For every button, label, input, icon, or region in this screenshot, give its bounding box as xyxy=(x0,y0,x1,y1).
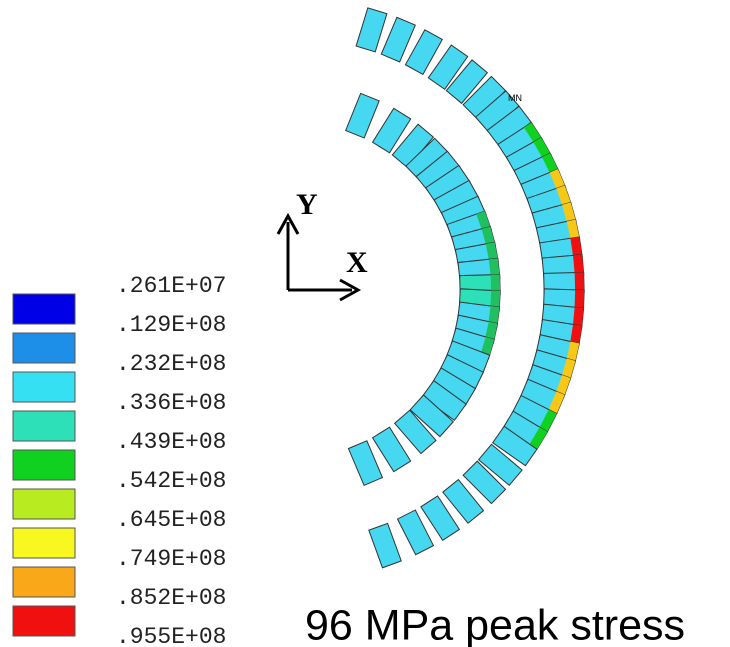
legend-label: .336E+08 xyxy=(116,390,226,416)
legend-swatch xyxy=(13,450,75,480)
legend-swatch xyxy=(13,528,75,558)
block-body xyxy=(356,8,387,52)
legend-label: .542E+08 xyxy=(116,468,226,494)
legend-label: .749E+08 xyxy=(116,546,226,572)
x-axis-label: X xyxy=(346,246,368,279)
legend-label: .232E+08 xyxy=(116,351,226,377)
block-body xyxy=(348,441,382,486)
coil-block xyxy=(356,8,387,52)
legend-swatch xyxy=(13,372,75,402)
y-axis-label: Y xyxy=(296,188,318,221)
coil-block xyxy=(348,441,382,486)
block-body xyxy=(346,93,380,138)
legend-label: .261E+07 xyxy=(116,273,226,299)
legend-swatch xyxy=(13,567,75,597)
legend-label: .852E+08 xyxy=(116,585,226,611)
figure: Y X MN .261E+07 .129E+08 .232E+08 .336E+08.… xyxy=(0,0,730,647)
coil-block xyxy=(346,93,380,138)
legend-swatch xyxy=(13,333,75,363)
legend-swatch xyxy=(13,489,75,519)
legend-swatch xyxy=(13,606,75,636)
legend-label: .439E+08 xyxy=(116,429,226,455)
legend-label: .129E+08 xyxy=(116,312,226,338)
legend-label: .645E+08 xyxy=(116,507,226,533)
legend-label: .955E+08 xyxy=(116,624,226,647)
block-body xyxy=(369,523,401,567)
caption: 96 MPa peak stress xyxy=(305,601,685,647)
legend: .261E+07 .129E+08 .232E+08 .336E+08 .439E+08… xyxy=(13,273,226,647)
legend-swatch xyxy=(13,294,75,324)
coil-blocks xyxy=(346,8,585,568)
min-marker: MN xyxy=(508,93,522,103)
legend-swatch xyxy=(13,411,75,441)
coil-block xyxy=(369,523,401,567)
